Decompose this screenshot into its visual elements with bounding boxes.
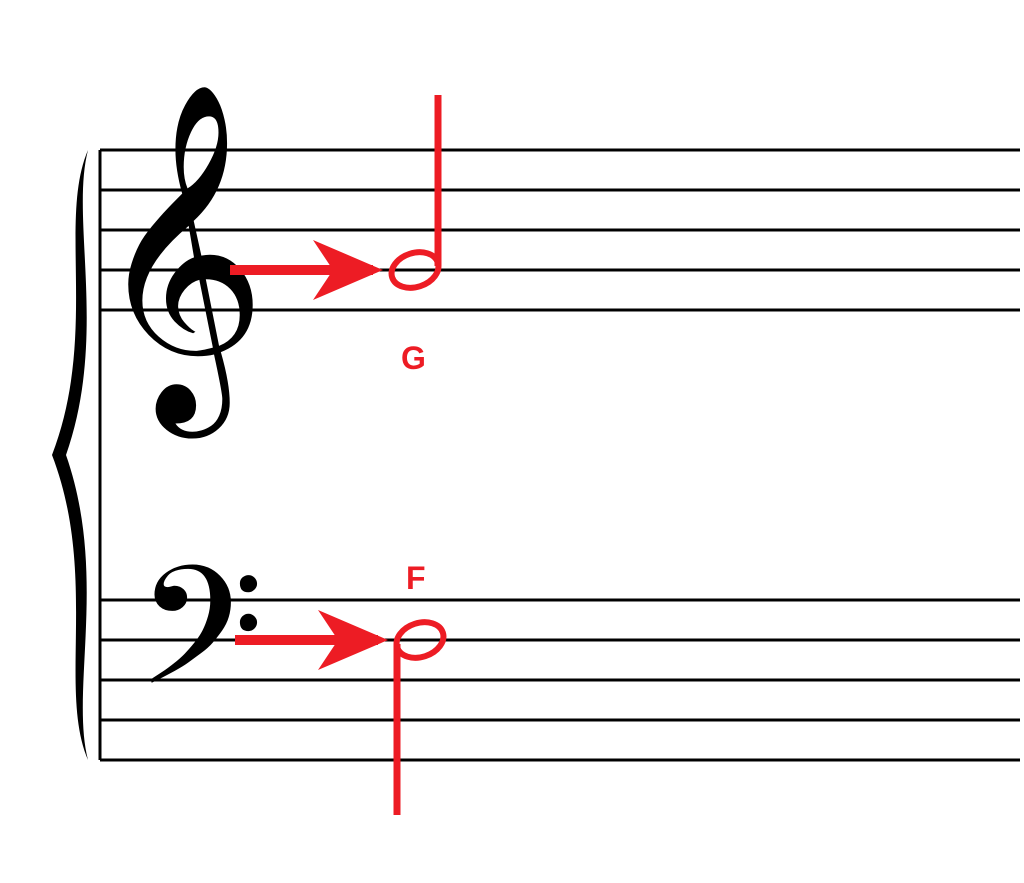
note-label-f: F (406, 560, 426, 597)
svg-text:𝄢: 𝄢 (136, 539, 265, 760)
note-label-g: G (401, 340, 426, 377)
grand-staff-diagram: 𝄞𝄢 G F (0, 0, 1024, 878)
svg-text:𝄞: 𝄞 (93, 85, 267, 440)
staff-svg: 𝄞𝄢 (0, 0, 1024, 878)
